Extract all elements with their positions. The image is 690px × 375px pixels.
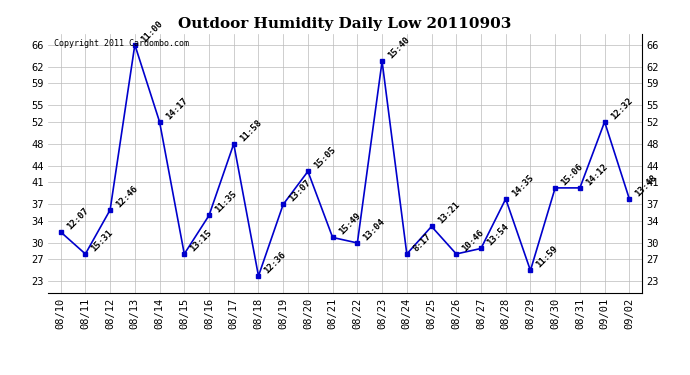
Text: 10:46: 10:46 [460,228,486,253]
Text: 11:00: 11:00 [139,19,164,44]
Text: 15:05: 15:05 [312,145,337,171]
Text: 12:07: 12:07 [65,206,90,231]
Text: 11:58: 11:58 [238,118,264,143]
Text: 15:40: 15:40 [386,35,412,60]
Text: 15:31: 15:31 [90,228,115,253]
Text: 15:06: 15:06 [560,162,584,187]
Text: 12:36: 12:36 [263,250,288,275]
Text: 14:12: 14:12 [584,162,609,187]
Text: 13:07: 13:07 [287,178,313,204]
Text: 13:04: 13:04 [362,217,387,242]
Text: 13:54: 13:54 [485,222,511,248]
Title: Outdoor Humidity Daily Low 20110903: Outdoor Humidity Daily Low 20110903 [178,17,512,31]
Text: 14:35: 14:35 [510,173,535,198]
Text: 14:17: 14:17 [164,96,189,121]
Text: Copyright 2011 Cardombo.com: Copyright 2011 Cardombo.com [55,39,189,48]
Text: 11:59: 11:59 [535,244,560,270]
Text: 15:49: 15:49 [337,211,362,237]
Text: 13:15: 13:15 [188,228,214,253]
Text: 13:48: 13:48 [633,173,659,198]
Text: 12:46: 12:46 [115,184,139,209]
Text: 13:21: 13:21 [435,200,461,226]
Text: 11:35: 11:35 [213,189,239,214]
Text: 8:17: 8:17 [411,232,433,253]
Text: 12:32: 12:32 [609,96,634,121]
